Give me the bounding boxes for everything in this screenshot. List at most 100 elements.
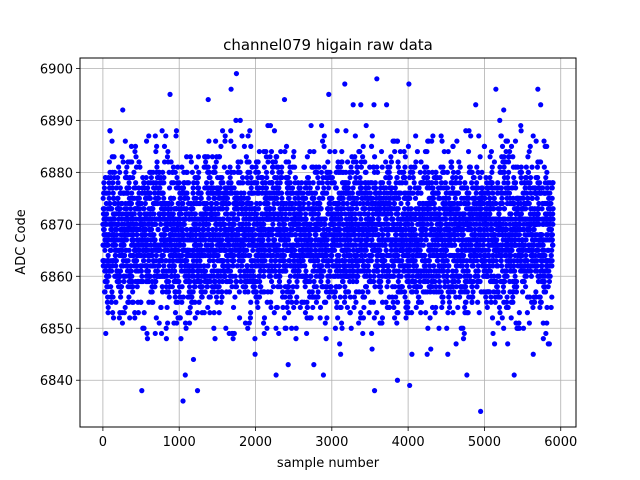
data-point: [190, 268, 196, 274]
data-point: [420, 242, 427, 248]
data-point: [383, 159, 389, 165]
data-point: [282, 294, 288, 300]
data-point: [353, 299, 359, 305]
data-point: [128, 268, 134, 274]
data-point: [195, 174, 201, 181]
data-point: [360, 143, 366, 149]
data-point: [423, 237, 429, 243]
data-point: [150, 299, 156, 305]
data-point: [121, 310, 127, 316]
data-point: [464, 289, 470, 295]
data-point: [423, 226, 429, 233]
data-point: [371, 273, 377, 279]
data-point: [102, 247, 108, 253]
data-point: [304, 304, 311, 311]
data-point: [371, 315, 377, 321]
data-point: [101, 226, 107, 233]
data-point: [231, 185, 237, 191]
data-point: [372, 185, 379, 191]
data-point: [238, 278, 244, 285]
data-point: [365, 289, 371, 295]
data-point: [178, 336, 184, 342]
data-point: [341, 299, 348, 305]
data-point: [475, 299, 481, 305]
data-point: [188, 159, 194, 165]
data-point: [462, 180, 468, 186]
data-point: [134, 258, 140, 264]
data-point: [371, 278, 377, 285]
data-point: [462, 304, 468, 311]
data-point: [153, 278, 159, 285]
data-point: [126, 185, 132, 191]
data-point: [231, 211, 237, 217]
data-point: [285, 159, 292, 165]
data-point: [286, 310, 292, 316]
data-point: [209, 154, 216, 160]
data-point: [166, 278, 172, 285]
data-point: [322, 216, 328, 222]
data-point: [453, 268, 459, 274]
data-point: [352, 154, 358, 160]
data-point: [183, 325, 189, 331]
data-point: [323, 299, 329, 305]
data-point: [235, 216, 241, 222]
data-point: [117, 273, 123, 279]
data-point: [176, 180, 182, 186]
data-point: [159, 284, 165, 290]
data-point: [206, 221, 212, 227]
data-point: [438, 133, 444, 139]
data-point: [121, 278, 127, 285]
data-point: [383, 102, 390, 108]
data-point: [230, 304, 237, 311]
data-point: [308, 237, 314, 243]
data-point: [300, 258, 306, 264]
data-point: [315, 294, 321, 300]
data-point: [470, 294, 476, 300]
data-point: [405, 200, 411, 207]
data-point: [384, 284, 390, 290]
data-point: [274, 154, 280, 160]
data-point: [178, 195, 184, 201]
data-point: [382, 258, 388, 264]
data-point: [432, 278, 438, 285]
data-point: [201, 263, 207, 269]
data-point: [289, 325, 295, 331]
data-point: [231, 221, 237, 227]
data-point: [474, 258, 480, 264]
data-point: [165, 226, 171, 233]
data-point: [413, 133, 419, 139]
data-point: [477, 174, 483, 181]
data-point: [311, 148, 317, 155]
data-point: [161, 159, 168, 165]
data-point: [117, 206, 123, 212]
data-point: [258, 284, 264, 290]
data-point: [119, 320, 126, 326]
data-point: [110, 315, 117, 321]
data-point: [285, 362, 291, 368]
data-point: [160, 190, 166, 196]
data-point: [131, 169, 137, 175]
data-point: [354, 169, 360, 175]
data-point: [325, 263, 332, 269]
data-point: [391, 273, 397, 279]
data-point: [155, 268, 161, 274]
data-point: [319, 180, 325, 186]
data-point: [433, 169, 439, 175]
data-point: [207, 174, 213, 181]
data-point: [435, 190, 441, 196]
data-point: [292, 164, 298, 170]
data-point: [395, 164, 402, 170]
data-point: [169, 200, 175, 207]
data-point: [339, 325, 345, 331]
data-point: [212, 169, 218, 175]
data-point: [304, 299, 310, 305]
data-point: [202, 268, 209, 274]
data-point: [303, 330, 310, 337]
data-point: [278, 190, 285, 196]
data-point: [453, 174, 459, 181]
data-point: [170, 180, 177, 186]
data-point: [104, 278, 110, 285]
data-point: [303, 216, 309, 222]
data-point: [283, 268, 289, 274]
